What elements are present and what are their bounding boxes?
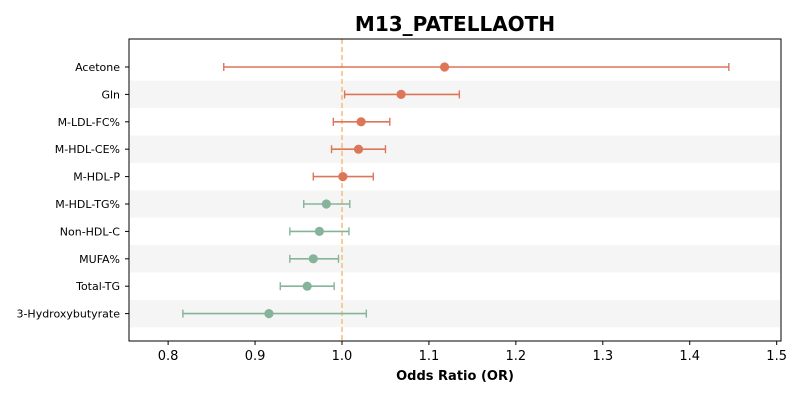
y-tick-label: M-LDL-FC% bbox=[58, 116, 120, 129]
y-tick-labels: Acetone Gln M-LDL-FC% M-HDL-CE% M-HDL-P M-HDL… bbox=[16, 61, 129, 321]
x-tick-label: 1.2 bbox=[506, 349, 527, 364]
y-tick-label: 3-Hydroxybutyrate bbox=[16, 308, 120, 321]
x-tick-label: 1.1 bbox=[419, 349, 440, 364]
x-axis-ticks: 0.8 0.9 1.0 1.1 1.2 1.3 1.4 1.5 bbox=[158, 341, 787, 364]
x-tick-label: 1.4 bbox=[679, 349, 700, 364]
estimate-M-HDL-P bbox=[312, 172, 374, 182]
estimate-Acetone bbox=[223, 62, 730, 72]
row-bands bbox=[130, 80, 780, 328]
row-band bbox=[130, 190, 780, 218]
point-estimate bbox=[308, 254, 318, 264]
point-estimate bbox=[353, 144, 364, 154]
point-estimate bbox=[302, 281, 312, 291]
y-tick-label: Acetone bbox=[75, 61, 120, 74]
y-tick-label: M-HDL-TG% bbox=[55, 198, 120, 211]
y-tick-label: MUFA% bbox=[79, 253, 120, 266]
y-tick-label: M-HDL-CE% bbox=[55, 143, 120, 156]
point-estimate bbox=[338, 172, 348, 182]
x-tick-label: 0.9 bbox=[245, 349, 266, 364]
x-tick-label: 1.3 bbox=[592, 349, 613, 364]
estimate-Total-TG bbox=[279, 281, 335, 291]
point-estimate bbox=[396, 89, 406, 99]
plot-frame bbox=[128, 38, 782, 342]
point-estimate bbox=[321, 199, 331, 209]
estimate-3-Hydroxybutyrate bbox=[182, 309, 368, 319]
estimate-MUFA% bbox=[289, 254, 340, 264]
y-tick-label: Gln bbox=[101, 88, 120, 101]
estimate-Gln bbox=[343, 89, 461, 99]
x-axis-label: Odds Ratio (OR) bbox=[396, 369, 514, 384]
data-marks bbox=[182, 62, 730, 319]
chart-title: M13_PATELLAOTH bbox=[355, 12, 555, 36]
estimate-Non-HDL-C bbox=[289, 226, 350, 236]
estimate-M-HDL-CE% bbox=[330, 144, 387, 154]
y-tick-label: Total-TG bbox=[75, 280, 120, 293]
point-estimate bbox=[439, 62, 450, 72]
row-band bbox=[130, 245, 780, 273]
point-estimate bbox=[314, 226, 324, 236]
estimate-M-LDL-FC% bbox=[332, 117, 391, 127]
x-tick-label: 1.0 bbox=[332, 349, 353, 364]
point-estimate bbox=[356, 117, 366, 127]
point-estimate bbox=[264, 309, 274, 319]
y-tick-label: Non-HDL-C bbox=[60, 225, 121, 238]
estimate-M-HDL-TG% bbox=[303, 199, 351, 209]
x-tick-label: 0.8 bbox=[158, 349, 179, 364]
row-band bbox=[130, 135, 780, 163]
x-tick-label: 1.5 bbox=[766, 349, 787, 364]
y-tick-label: M-HDL-P bbox=[73, 171, 120, 184]
